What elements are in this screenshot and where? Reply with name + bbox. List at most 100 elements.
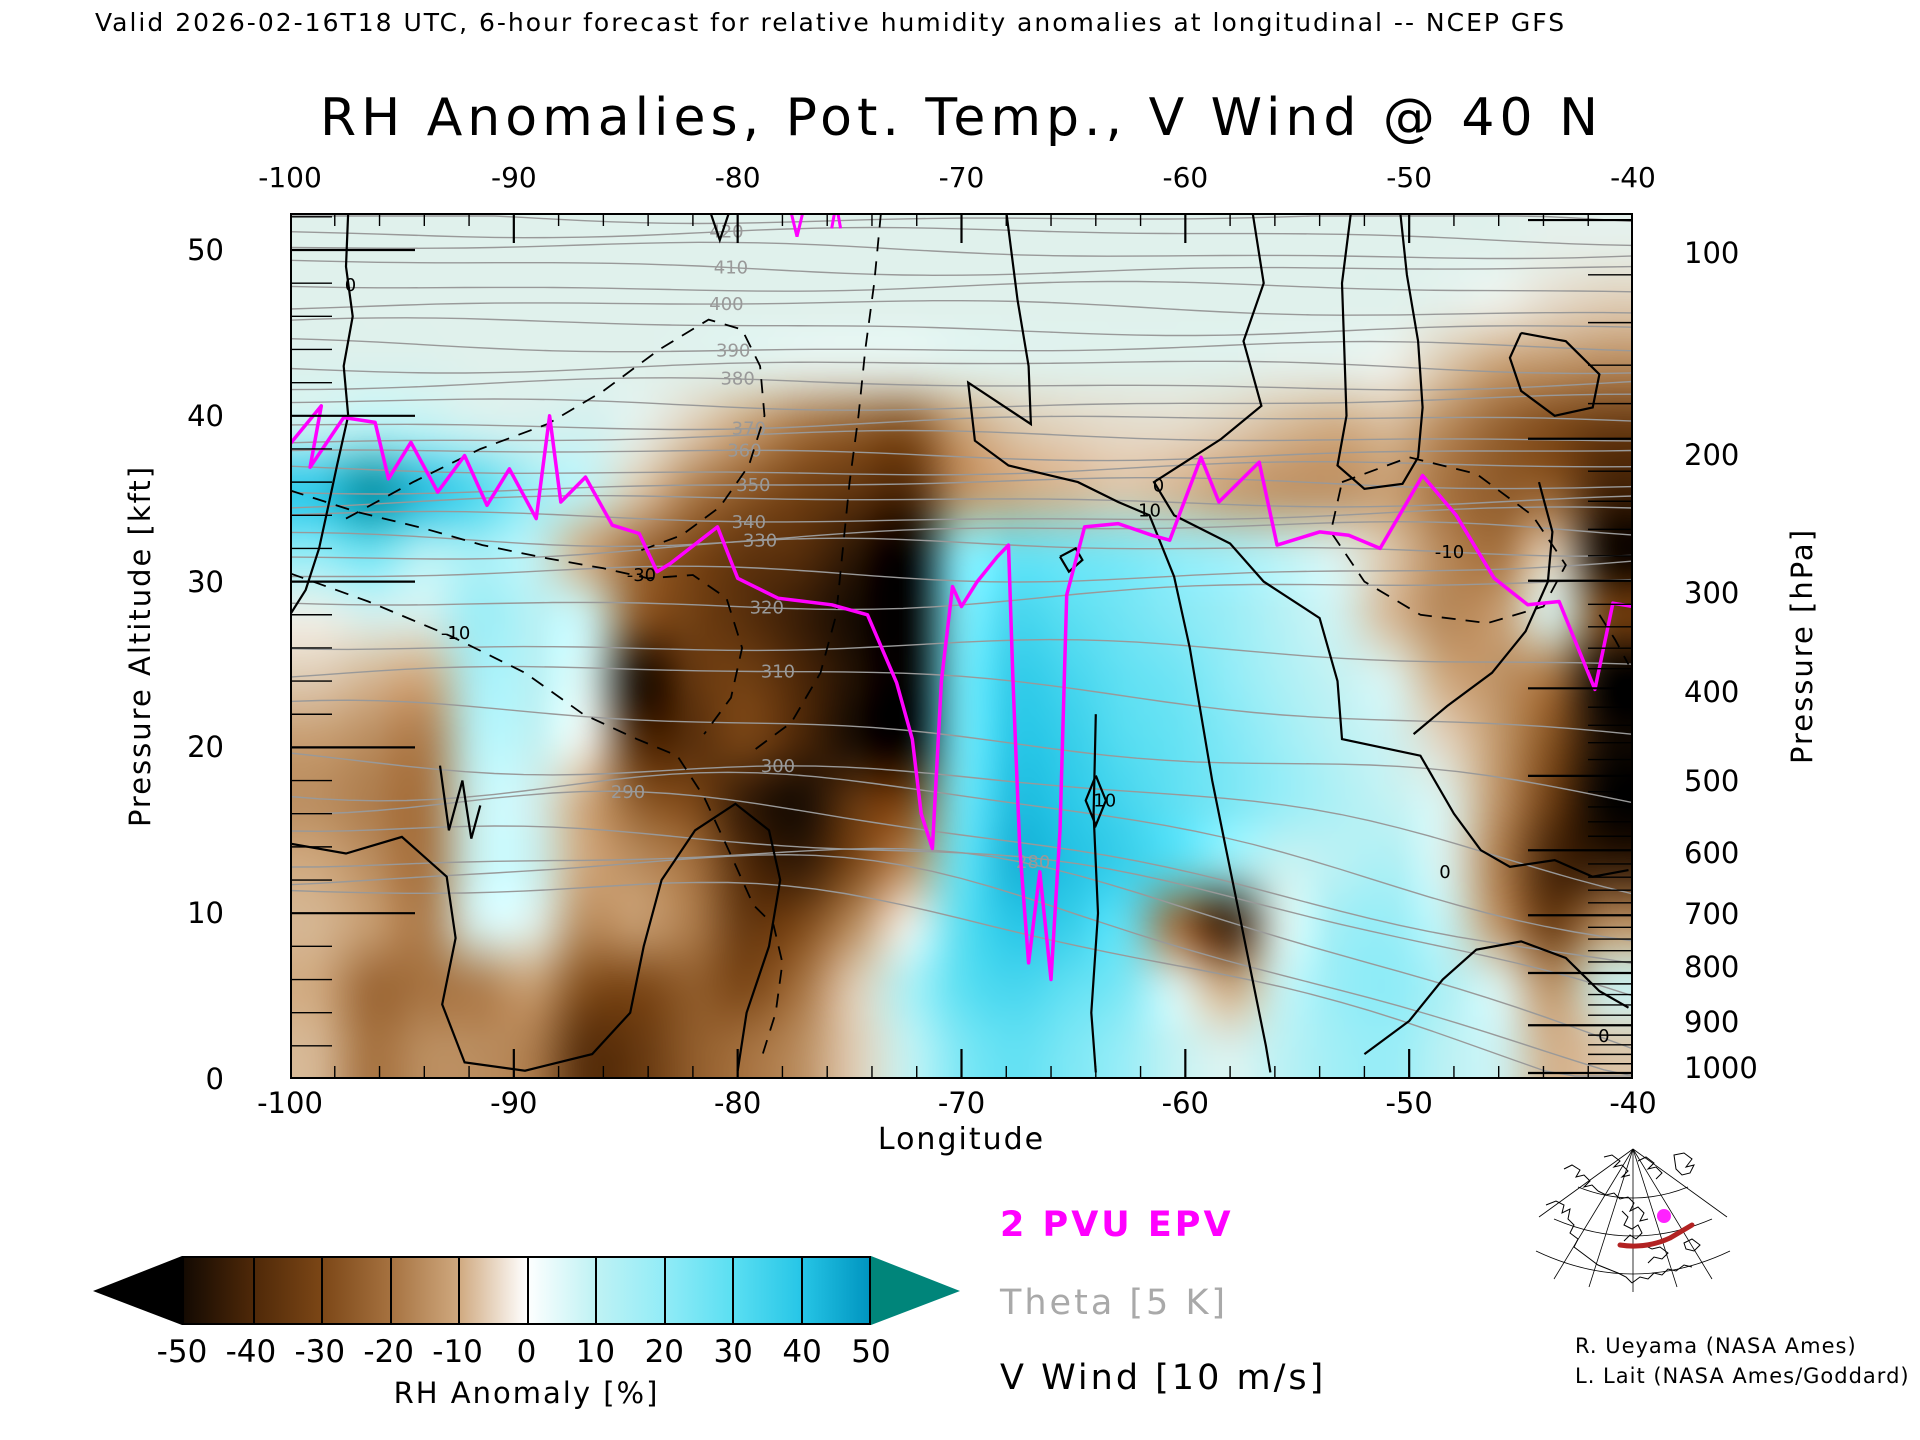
colorbar-divider xyxy=(321,1258,323,1323)
x-top-tick--70: -70 xyxy=(938,161,985,194)
colorbar-tick--30: -30 xyxy=(294,1334,346,1370)
plot-border xyxy=(290,213,1633,1079)
x-top-tick--80: -80 xyxy=(714,161,761,194)
vwind-contour-label-0: 0 xyxy=(1439,862,1450,883)
vwind-contour--10-17 xyxy=(1329,456,1567,625)
theta-contour-370 xyxy=(290,415,1633,431)
theta-contour-label-410: 410 xyxy=(714,257,748,278)
theta-contour-label-320: 320 xyxy=(750,597,784,618)
x-top-tick--90: -90 xyxy=(490,161,537,194)
colorbar-tick-0: 0 xyxy=(516,1334,537,1370)
x-top-tick--50: -50 xyxy=(1386,161,1433,194)
colorbar-divider xyxy=(800,1258,803,1323)
y-right-tick-200: 200 xyxy=(1684,438,1740,472)
vwind-contour-11 xyxy=(1059,546,1084,574)
x-top-tick--100: -100 xyxy=(258,161,322,194)
y-right-tick-900: 900 xyxy=(1684,1005,1740,1039)
y-right-tick-300: 300 xyxy=(1684,576,1740,610)
vwind-contour-0-8 xyxy=(1412,481,1554,735)
theta-contour-345 xyxy=(290,495,1633,509)
theta-contour-340 xyxy=(290,506,1633,523)
vwind-contour-label--30: -30 xyxy=(627,565,656,586)
x-bottom-tick--100: -100 xyxy=(257,1086,323,1120)
legend-v-wind: V Wind [10 m/s] xyxy=(1000,1358,1327,1398)
theta-contour-360 xyxy=(290,449,1633,462)
theta-contour-335 xyxy=(290,520,1633,548)
legend-theta: Theta [5 K] xyxy=(1000,1283,1229,1323)
colorbar-tick--20: -20 xyxy=(363,1334,415,1370)
y-left-tick-10: 10 xyxy=(187,896,224,931)
theta-contour-305 xyxy=(290,699,1633,804)
x-bottom-tick--60: -60 xyxy=(1161,1086,1210,1120)
y-left-tick-40: 40 xyxy=(187,398,224,433)
theta-contour-label-370: 370 xyxy=(732,419,766,440)
colorbar-divider xyxy=(252,1258,255,1323)
colorbar-tick--40: -40 xyxy=(225,1334,277,1370)
colorbar-tick-10: 10 xyxy=(575,1334,616,1370)
colorbar-tick--10: -10 xyxy=(432,1334,483,1370)
vwind-contour-label-10: 10 xyxy=(1093,790,1116,811)
x-bottom-tick--50: -50 xyxy=(1385,1086,1433,1120)
theta-contour-290 xyxy=(290,790,1633,965)
vwind-contour-5 xyxy=(1336,213,1424,490)
map-coastlines xyxy=(1545,1152,1701,1284)
vwind-contour-label-0: 0 xyxy=(345,275,356,296)
y-left-tick-20: 20 xyxy=(187,730,224,765)
theta-contour-390 xyxy=(290,338,1633,353)
theta-contour-415 xyxy=(290,241,1633,260)
x-bottom-tick--40: -40 xyxy=(1609,1086,1657,1120)
theta-contour-295 xyxy=(290,771,1633,942)
theta-contour-label-360: 360 xyxy=(727,440,761,461)
theta-contour-label-290: 290 xyxy=(611,782,645,803)
theta-contour-365 xyxy=(290,429,1633,444)
vwind-contour-10-12 xyxy=(1084,775,1108,829)
theta-contour-385 xyxy=(290,360,1633,375)
map-graticule xyxy=(1535,1148,1731,1292)
theta-contour-label-330: 330 xyxy=(743,531,777,552)
theta-contour-label-380: 380 xyxy=(720,369,754,390)
pvu-epv-segment-1 xyxy=(789,213,805,238)
theta-contour-label-310: 310 xyxy=(761,662,795,683)
x-axis-title: Longitude xyxy=(877,1122,1046,1157)
colorbar-divider xyxy=(526,1258,529,1323)
vwind-contour-10 xyxy=(709,213,730,244)
vwind-contour-label--10: -10 xyxy=(1435,542,1464,563)
vwind-contour-10-4 xyxy=(966,213,1272,1073)
x-top-tick--40: -40 xyxy=(1610,161,1656,194)
colorbar-divider xyxy=(663,1258,666,1323)
y-left-tick-0: 0 xyxy=(205,1062,224,1096)
x-bottom-tick--80: -80 xyxy=(713,1086,762,1120)
colorbar-divider xyxy=(595,1258,597,1323)
theta-contour-410 xyxy=(290,259,1633,277)
theta-contour-395 xyxy=(290,317,1633,337)
theta-contour-label-340: 340 xyxy=(732,512,766,533)
legend-pvu-epv: 2 PVU EPV xyxy=(1000,1205,1234,1245)
theta-contour-325 xyxy=(290,560,1633,583)
theta-contour-label-350: 350 xyxy=(736,475,770,496)
vwind-contour-0-0 xyxy=(290,213,354,616)
vwind-contour-16 xyxy=(752,213,882,752)
credit-line-1: R. Ueyama (NASA Ames) xyxy=(1575,1334,1857,1358)
pvu-epv-line xyxy=(290,404,1633,982)
vwind-contour-0-7 xyxy=(1363,940,1630,1055)
colorbar-divider xyxy=(732,1258,734,1323)
vwind-contour-13 xyxy=(345,318,766,553)
theta-contour-400 xyxy=(290,299,1633,316)
location-map-inset xyxy=(1535,1148,1731,1292)
colorbar-tick-30: 30 xyxy=(713,1334,753,1370)
vwind-contour-label-0: 0 xyxy=(1153,475,1164,496)
theta-contour-label-280: 280 xyxy=(1016,852,1050,873)
theta-contour-375 xyxy=(290,393,1633,411)
y-right-tick-100: 100 xyxy=(1684,236,1740,270)
vwind-contour-18 xyxy=(1598,614,1630,665)
y-right-tick-600: 600 xyxy=(1684,836,1740,870)
y-left-tick-50: 50 xyxy=(187,233,224,267)
colorbar-divider xyxy=(389,1258,392,1323)
x-bottom-tick--90: -90 xyxy=(490,1086,538,1120)
theta-contour-380 xyxy=(290,377,1633,391)
colorbar-tick-40: 40 xyxy=(782,1334,822,1370)
theta-contour-270 xyxy=(290,881,1633,1077)
vwind-contour-2 xyxy=(438,765,482,839)
colorbar-underflow-arrow xyxy=(93,1256,182,1325)
